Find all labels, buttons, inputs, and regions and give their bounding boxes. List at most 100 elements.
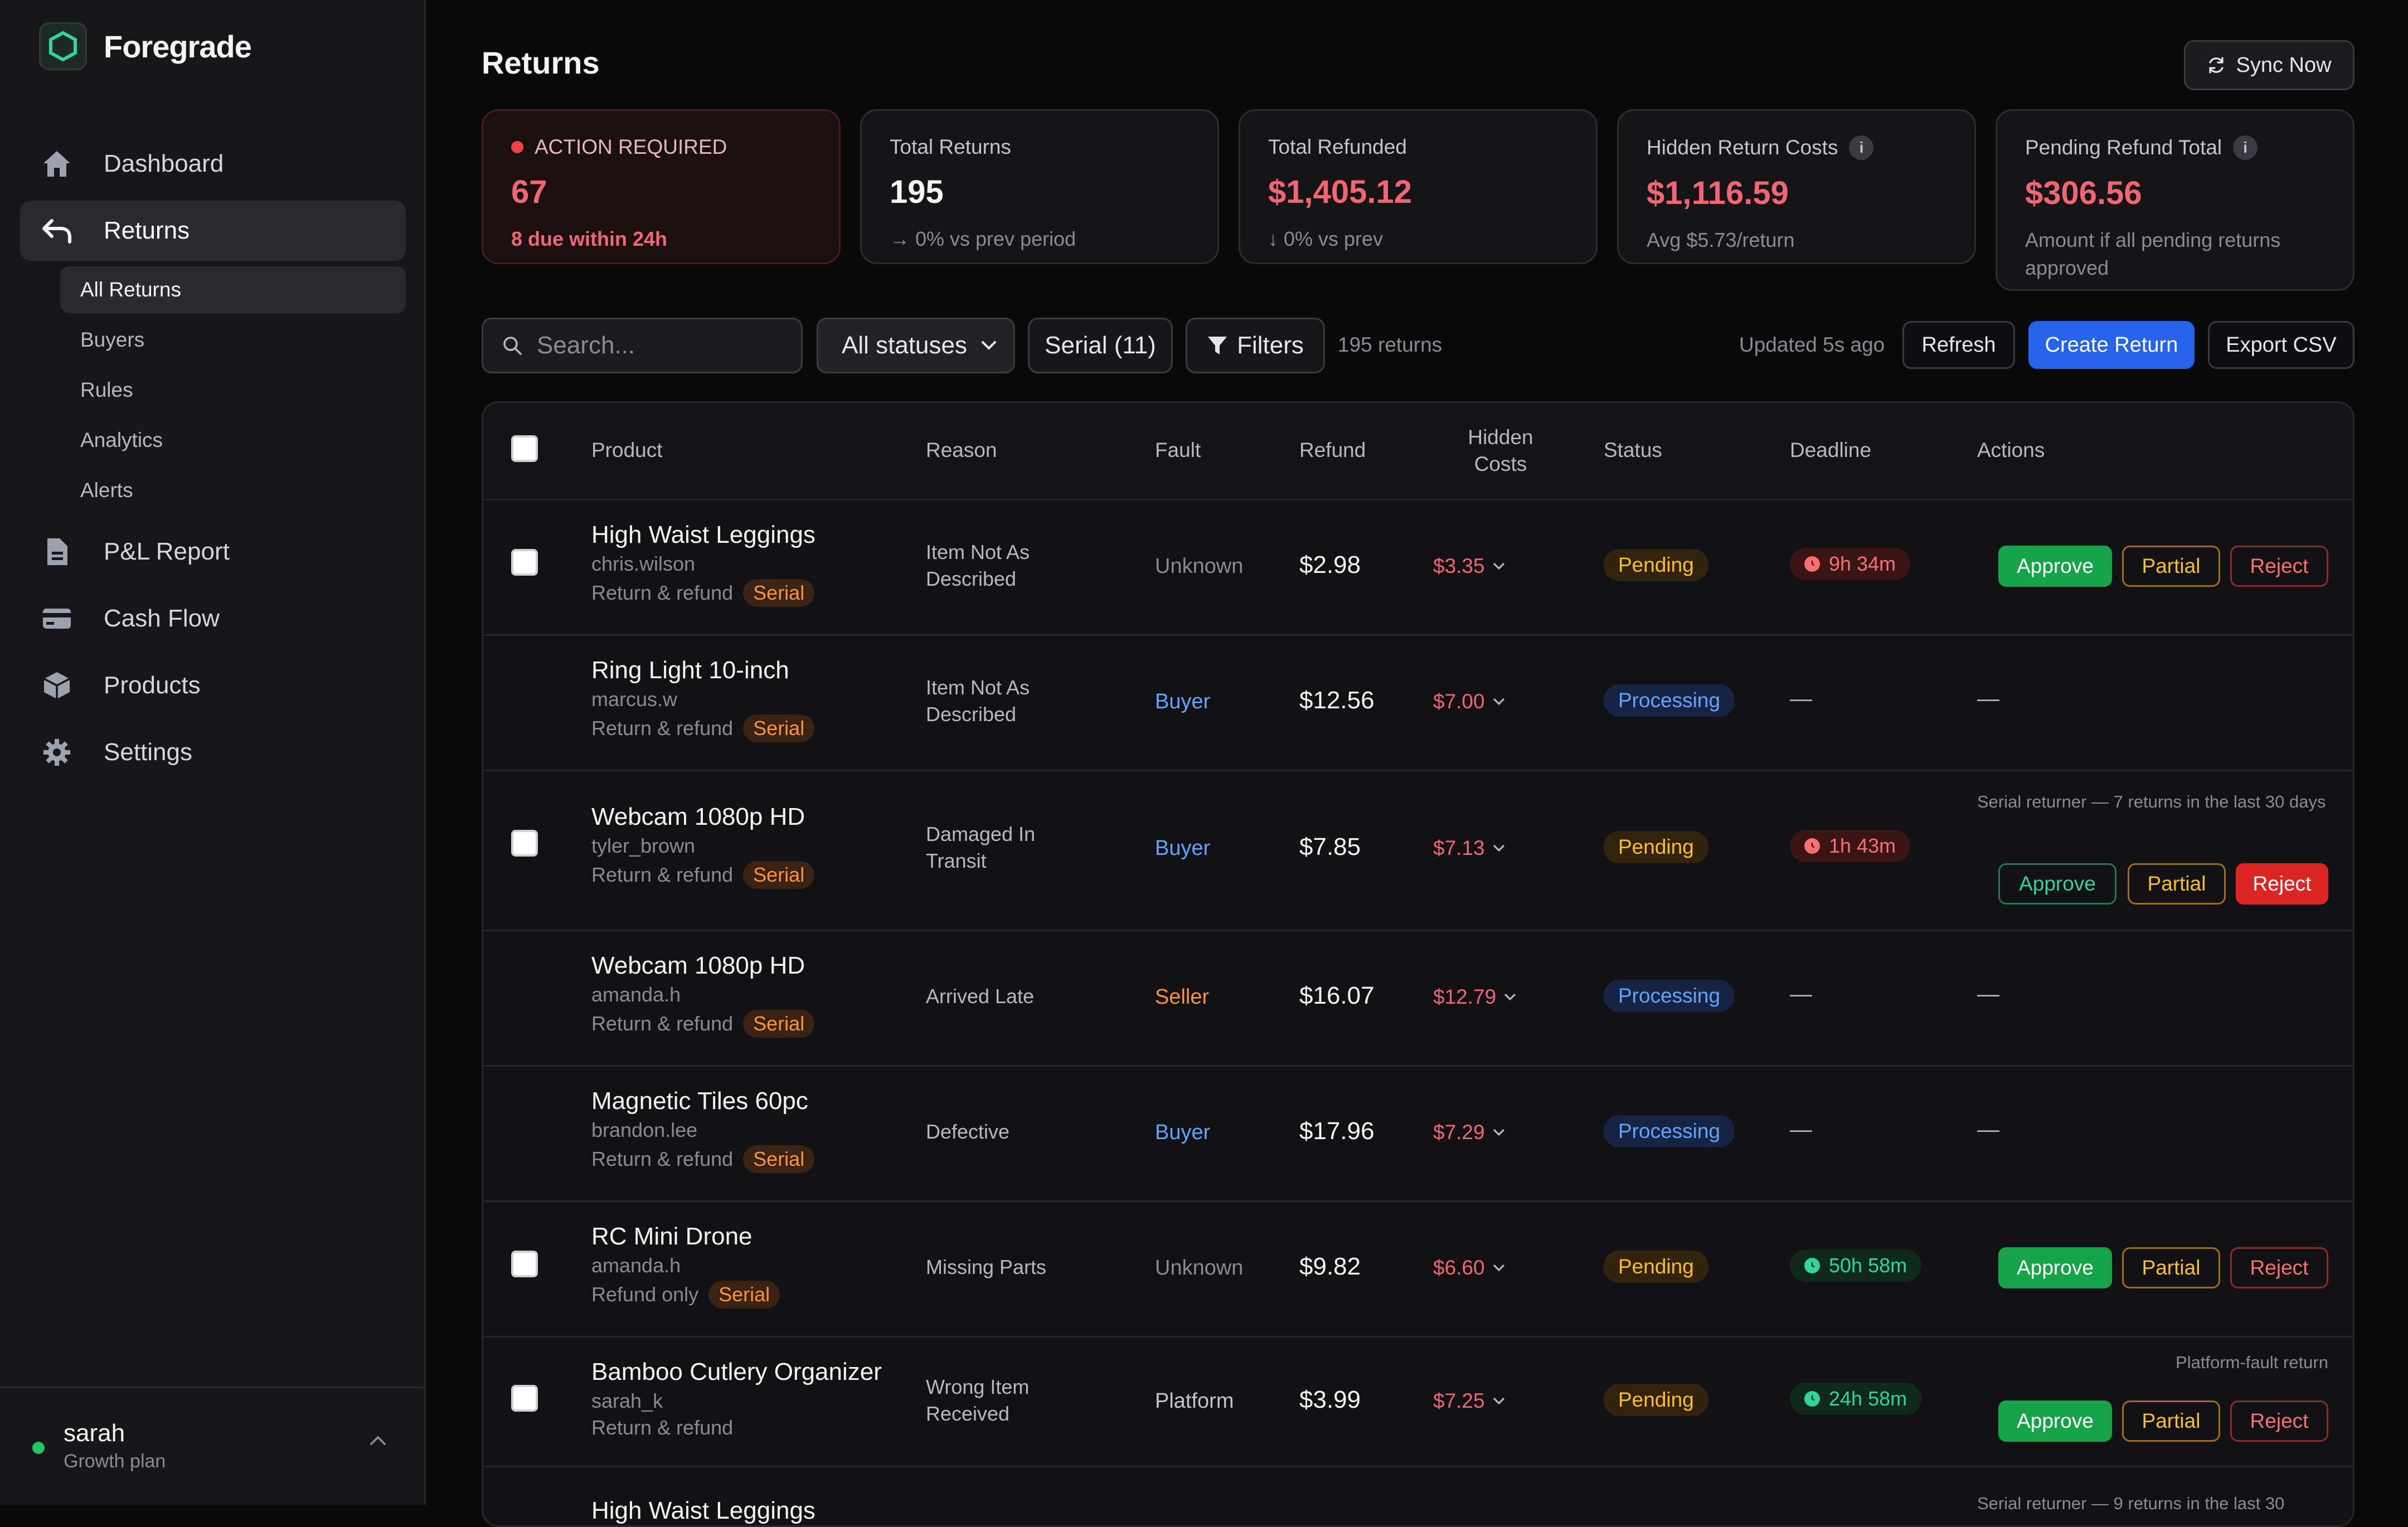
table-row[interactable]: Webcam 1080p HD amanda.h Return & refund… xyxy=(483,930,2353,1067)
subnav-all-returns[interactable]: All Returns xyxy=(60,266,406,313)
info-icon[interactable]: i xyxy=(1849,135,1874,160)
table-row[interactable]: Webcam 1080p HD tyler_brown Return & ref… xyxy=(483,770,2353,931)
refresh-button[interactable]: Refresh xyxy=(1902,321,2015,369)
serial-returner-note: Serial returner — 7 returns in the last … xyxy=(1977,792,2326,811)
nav-cash-flow[interactable]: Cash Flow xyxy=(20,589,406,649)
user-name: sarah xyxy=(64,1419,125,1447)
deadline-value: 24h 58m xyxy=(1829,1387,1907,1410)
table-row[interactable]: RC Mini Drone amanda.h Refund only Serial… xyxy=(483,1200,2353,1338)
table-row[interactable]: High Waist Leggings Serial returner — 9 … xyxy=(483,1466,2353,1525)
product-name[interactable]: High Waist Leggings xyxy=(591,1497,815,1524)
user-menu[interactable]: sarah Growth plan xyxy=(0,1387,424,1505)
col-deadline[interactable]: Deadline xyxy=(1790,439,1872,461)
product-name[interactable]: Webcam 1080p HD xyxy=(591,952,805,979)
card-action-required[interactable]: ACTION REQUIRED 67 8 due within 24h xyxy=(482,109,841,264)
nav-settings[interactable]: Settings xyxy=(20,722,406,782)
serial-filter-button[interactable]: Serial (11) xyxy=(1028,318,1173,373)
buyer-username[interactable]: sarah_k xyxy=(591,1389,663,1412)
buyer-username[interactable]: amanda.h xyxy=(591,983,681,1006)
hidden-cost-toggle[interactable]: $7.25 xyxy=(1433,1389,1505,1413)
product-name[interactable]: RC Mini Drone xyxy=(591,1223,753,1250)
product-name[interactable]: Webcam 1080p HD xyxy=(591,803,805,830)
nav-products[interactable]: Products xyxy=(20,655,406,716)
buyer-username[interactable]: marcus.w xyxy=(591,688,678,711)
info-icon[interactable]: i xyxy=(2233,135,2258,160)
brand[interactable]: Foregrade xyxy=(39,22,252,70)
product-name[interactable]: Magnetic Tiles 60pc xyxy=(591,1087,808,1115)
select-all-checkbox[interactable] xyxy=(511,435,538,462)
approve-button[interactable]: Approve xyxy=(1998,546,2112,587)
subnav-alerts[interactable]: Alerts xyxy=(80,479,133,502)
col-hidden-costs[interactable]: Hidden Costs xyxy=(1468,426,1533,475)
reject-button[interactable]: Reject xyxy=(2230,1400,2328,1442)
buyer-username[interactable]: amanda.h xyxy=(591,1254,681,1277)
card-label: ACTION REQUIRED xyxy=(535,135,727,158)
nav-pl-report[interactable]: P&L Report xyxy=(20,522,406,582)
serial-badge: Serial xyxy=(743,861,815,889)
hidden-cost-toggle[interactable]: $7.00 xyxy=(1433,690,1505,713)
export-csv-button[interactable]: Export CSV xyxy=(2208,321,2354,369)
table-row[interactable]: High Waist Leggings chris.wilson Return … xyxy=(483,499,2353,636)
serial-badge: Serial xyxy=(708,1281,780,1309)
partial-button[interactable]: Partial xyxy=(2128,863,2226,904)
box-icon xyxy=(40,669,74,702)
filters-button[interactable]: Filters xyxy=(1186,318,1325,373)
reject-button[interactable]: Reject xyxy=(2230,1247,2328,1288)
nav-dashboard[interactable]: Dashboard xyxy=(20,134,406,194)
subnav-rules[interactable]: Rules xyxy=(80,378,133,401)
hidden-cost-toggle[interactable]: $7.29 xyxy=(1433,1121,1505,1144)
chevron-up-icon[interactable] xyxy=(370,1435,386,1448)
col-status[interactable]: Status xyxy=(1604,439,1662,461)
status-badge: Processing xyxy=(1604,980,1735,1012)
product-name[interactable]: Bamboo Cutlery Organizer xyxy=(591,1358,882,1385)
row-checkbox[interactable] xyxy=(511,830,538,857)
nav-label: P&L Report xyxy=(104,538,230,565)
sync-now-button[interactable]: Sync Now xyxy=(2184,40,2354,90)
reject-button[interactable]: Reject xyxy=(2236,863,2328,904)
create-return-button[interactable]: Create Return xyxy=(2028,321,2195,369)
row-checkbox[interactable] xyxy=(511,549,538,576)
row-checkbox[interactable] xyxy=(511,1385,538,1412)
buyer-username[interactable]: tyler_brown xyxy=(591,834,696,857)
partial-button[interactable]: Partial xyxy=(2122,1247,2220,1288)
return-type: Return & refund xyxy=(591,1147,734,1170)
approve-button[interactable]: Approve xyxy=(1998,863,2116,904)
subnav-analytics[interactable]: Analytics xyxy=(80,429,163,451)
serial-badge: Serial xyxy=(743,714,815,742)
partial-button[interactable]: Partial xyxy=(2122,546,2220,587)
col-product[interactable]: Product xyxy=(591,439,663,461)
hidden-cost-toggle[interactable]: $12.79 xyxy=(1433,985,1516,1009)
row-checkbox[interactable] xyxy=(511,1251,538,1277)
search-box[interactable] xyxy=(482,318,803,373)
col-reason[interactable]: Reason xyxy=(926,439,997,461)
card-value: $1,116.59 xyxy=(1647,175,1789,211)
table-row[interactable]: Bamboo Cutlery Organizer sarah_k Return … xyxy=(483,1336,2353,1467)
reject-button[interactable]: Reject xyxy=(2230,546,2328,587)
buyer-username[interactable]: chris.wilson xyxy=(591,552,696,575)
subnav-buyers[interactable]: Buyers xyxy=(80,328,145,351)
approve-button[interactable]: Approve xyxy=(1998,1247,2112,1288)
hidden-cost-toggle[interactable]: $6.60 xyxy=(1433,1256,1505,1280)
hidden-cost-toggle[interactable]: $7.13 xyxy=(1433,837,1505,860)
table-row[interactable]: Ring Light 10-inch marcus.w Return & ref… xyxy=(483,634,2353,771)
partial-button[interactable]: Partial xyxy=(2122,1400,2220,1442)
clock-icon xyxy=(1804,556,1820,572)
approve-button[interactable]: Approve xyxy=(1998,1400,2112,1442)
status-badge: Processing xyxy=(1604,1115,1735,1147)
nav-label: Dashboard xyxy=(104,150,224,177)
hidden-cost-toggle[interactable]: $3.35 xyxy=(1433,555,1505,578)
product-name[interactable]: High Waist Leggings xyxy=(591,521,815,548)
refund-amount: $12.56 xyxy=(1299,687,1375,714)
nav-label: Products xyxy=(104,672,201,699)
nav-returns[interactable]: Returns xyxy=(20,201,406,261)
refund-amount: $16.07 xyxy=(1299,982,1375,1009)
status-select[interactable]: All statuses xyxy=(817,318,1015,373)
buyer-username[interactable]: brandon.lee xyxy=(591,1118,698,1141)
table-row[interactable]: Magnetic Tiles 60pc brandon.lee Return &… xyxy=(483,1065,2353,1202)
search-input[interactable] xyxy=(536,331,783,360)
refund-amount: $17.96 xyxy=(1299,1117,1375,1145)
col-refund[interactable]: Refund xyxy=(1299,439,1366,461)
product-name[interactable]: Ring Light 10-inch xyxy=(591,656,789,684)
card-pending-refund-total: Pending Refund Total i $306.56 Amount if … xyxy=(1996,109,2354,291)
col-fault[interactable]: Fault xyxy=(1155,439,1201,461)
